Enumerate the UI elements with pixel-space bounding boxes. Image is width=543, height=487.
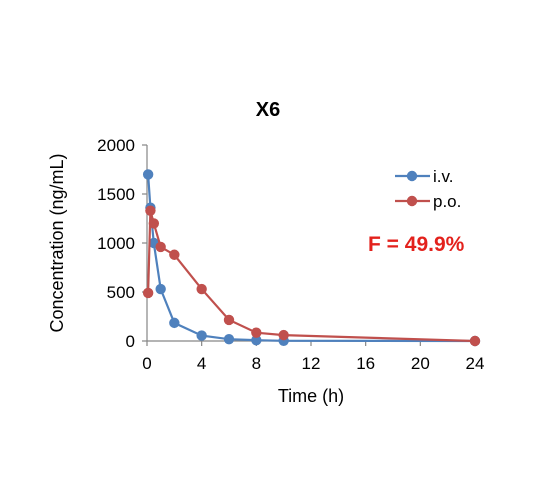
data-point (155, 241, 166, 253)
y-tick-label: 1000 (97, 234, 135, 253)
y-tick-label: 0 (126, 332, 135, 351)
y-tick-label: 2000 (97, 136, 135, 155)
bioavailability-annotation: F = 49.9% (368, 233, 465, 256)
data-point (196, 283, 207, 295)
series-2 (142, 205, 481, 347)
axes: 0 500 1000 1500 2000 0 4 8 12 16 20 24 (97, 136, 484, 373)
data-point (142, 287, 154, 299)
legend-swatch-marker (406, 170, 418, 182)
chart-title: X6 (256, 99, 280, 121)
series-layer (142, 169, 481, 347)
legend-item: p.o. (395, 192, 461, 211)
series-line (147, 210, 476, 343)
legend-label: i.v. (433, 167, 453, 186)
legend: i.v. p.o. (395, 167, 461, 211)
data-point (223, 314, 235, 326)
data-point (469, 335, 481, 347)
legend-label: p.o. (433, 192, 461, 211)
data-point (196, 330, 207, 341)
data-point (148, 218, 160, 229)
x-tick-label: 4 (197, 354, 206, 373)
data-point (155, 283, 166, 295)
data-point (251, 327, 262, 338)
data-point (251, 335, 262, 346)
legend-swatch-marker (406, 195, 418, 207)
x-tick-label: 20 (411, 354, 430, 373)
x-tick-label: 12 (302, 354, 321, 373)
x-tick-label: 0 (142, 354, 151, 373)
x-tick-label: 8 (252, 354, 261, 373)
x-tick-label: 24 (466, 354, 485, 373)
x-tick-label: 16 (356, 354, 375, 373)
data-point (223, 334, 235, 345)
data-point (142, 169, 154, 180)
data-point (278, 329, 289, 341)
y-tick-label: 500 (107, 283, 135, 302)
y-axis-title: Concentration (ng/mL) (47, 153, 67, 332)
series-line (147, 174, 476, 343)
legend-item: i.v. (395, 167, 453, 186)
series-1 (142, 169, 481, 347)
data-point (145, 205, 156, 216)
data-point (169, 317, 180, 329)
y-tick-label: 1500 (97, 185, 135, 204)
x-axis-title: Time (h) (278, 386, 344, 406)
data-point (169, 249, 180, 260)
